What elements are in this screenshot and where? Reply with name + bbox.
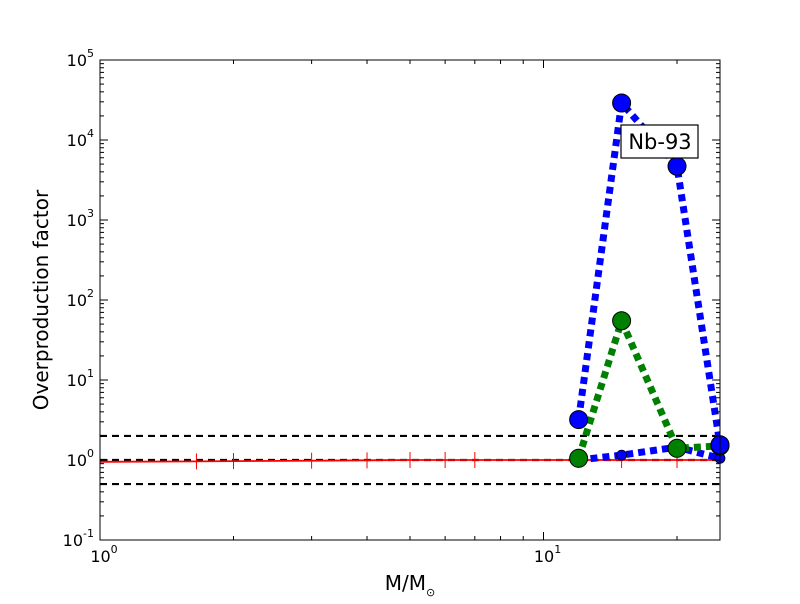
data-point [612, 93, 632, 113]
tick-layer [99, 59, 720, 541]
y-tick-label: 101 [67, 367, 94, 390]
y-tick-label-base: 10 [63, 531, 83, 550]
y-tick-label: 102 [67, 287, 94, 310]
x-tick-label-exponent: 0 [111, 543, 118, 556]
y-tick-label-base: 10 [67, 131, 87, 150]
series-line-0 [100, 459, 720, 463]
data-point [569, 410, 589, 430]
y-tick-label-exponent: 4 [87, 127, 94, 140]
y-tick-label: 10-1 [63, 527, 94, 550]
y-tick-label-base: 10 [67, 451, 87, 470]
y-tick-label: 100 [67, 447, 94, 470]
data-point [616, 449, 628, 461]
y-tick-label-base: 10 [67, 291, 87, 310]
x-axis-label: M/M⊙ [385, 571, 435, 599]
marker-layer [99, 93, 730, 470]
data-point [569, 448, 589, 468]
annotation-box: Nb-93 [620, 124, 699, 159]
y-tick-label-exponent: 2 [87, 287, 94, 300]
y-tick-label: 104 [67, 127, 94, 150]
x-tick-label: 101 [534, 543, 561, 566]
y-tick-label-exponent: 3 [87, 207, 94, 220]
data-point [667, 438, 687, 458]
y-axis-label: Overproduction factor [29, 189, 53, 410]
annotation-text: Nb-93 [628, 130, 691, 154]
data-point [667, 156, 687, 176]
x-tick-label-exponent: 1 [554, 543, 561, 556]
y-tick-label: 103 [67, 207, 94, 230]
y-tick-label: 105 [67, 47, 94, 70]
y-tick-label-exponent: 0 [87, 447, 94, 460]
series-line-2 [575, 310, 720, 460]
y-tick-label-base: 10 [67, 211, 87, 230]
x-tick-label-base: 10 [534, 547, 554, 566]
x-axis-label-sub: ⊙ [426, 586, 435, 599]
series-line-1 [578, 443, 720, 464]
y-tick-label-base: 10 [67, 371, 87, 390]
x-tick-label: 100 [90, 543, 117, 566]
y-tick-label-exponent: 1 [87, 367, 94, 380]
y-tick-label-base: 10 [67, 51, 87, 70]
data-point [612, 311, 632, 331]
y-tick-label-exponent: 5 [87, 47, 94, 60]
y-tick-label-exponent: -1 [83, 527, 94, 540]
x-axis-label-main: M/M [385, 571, 426, 595]
x-tick-label-base: 10 [90, 547, 110, 566]
